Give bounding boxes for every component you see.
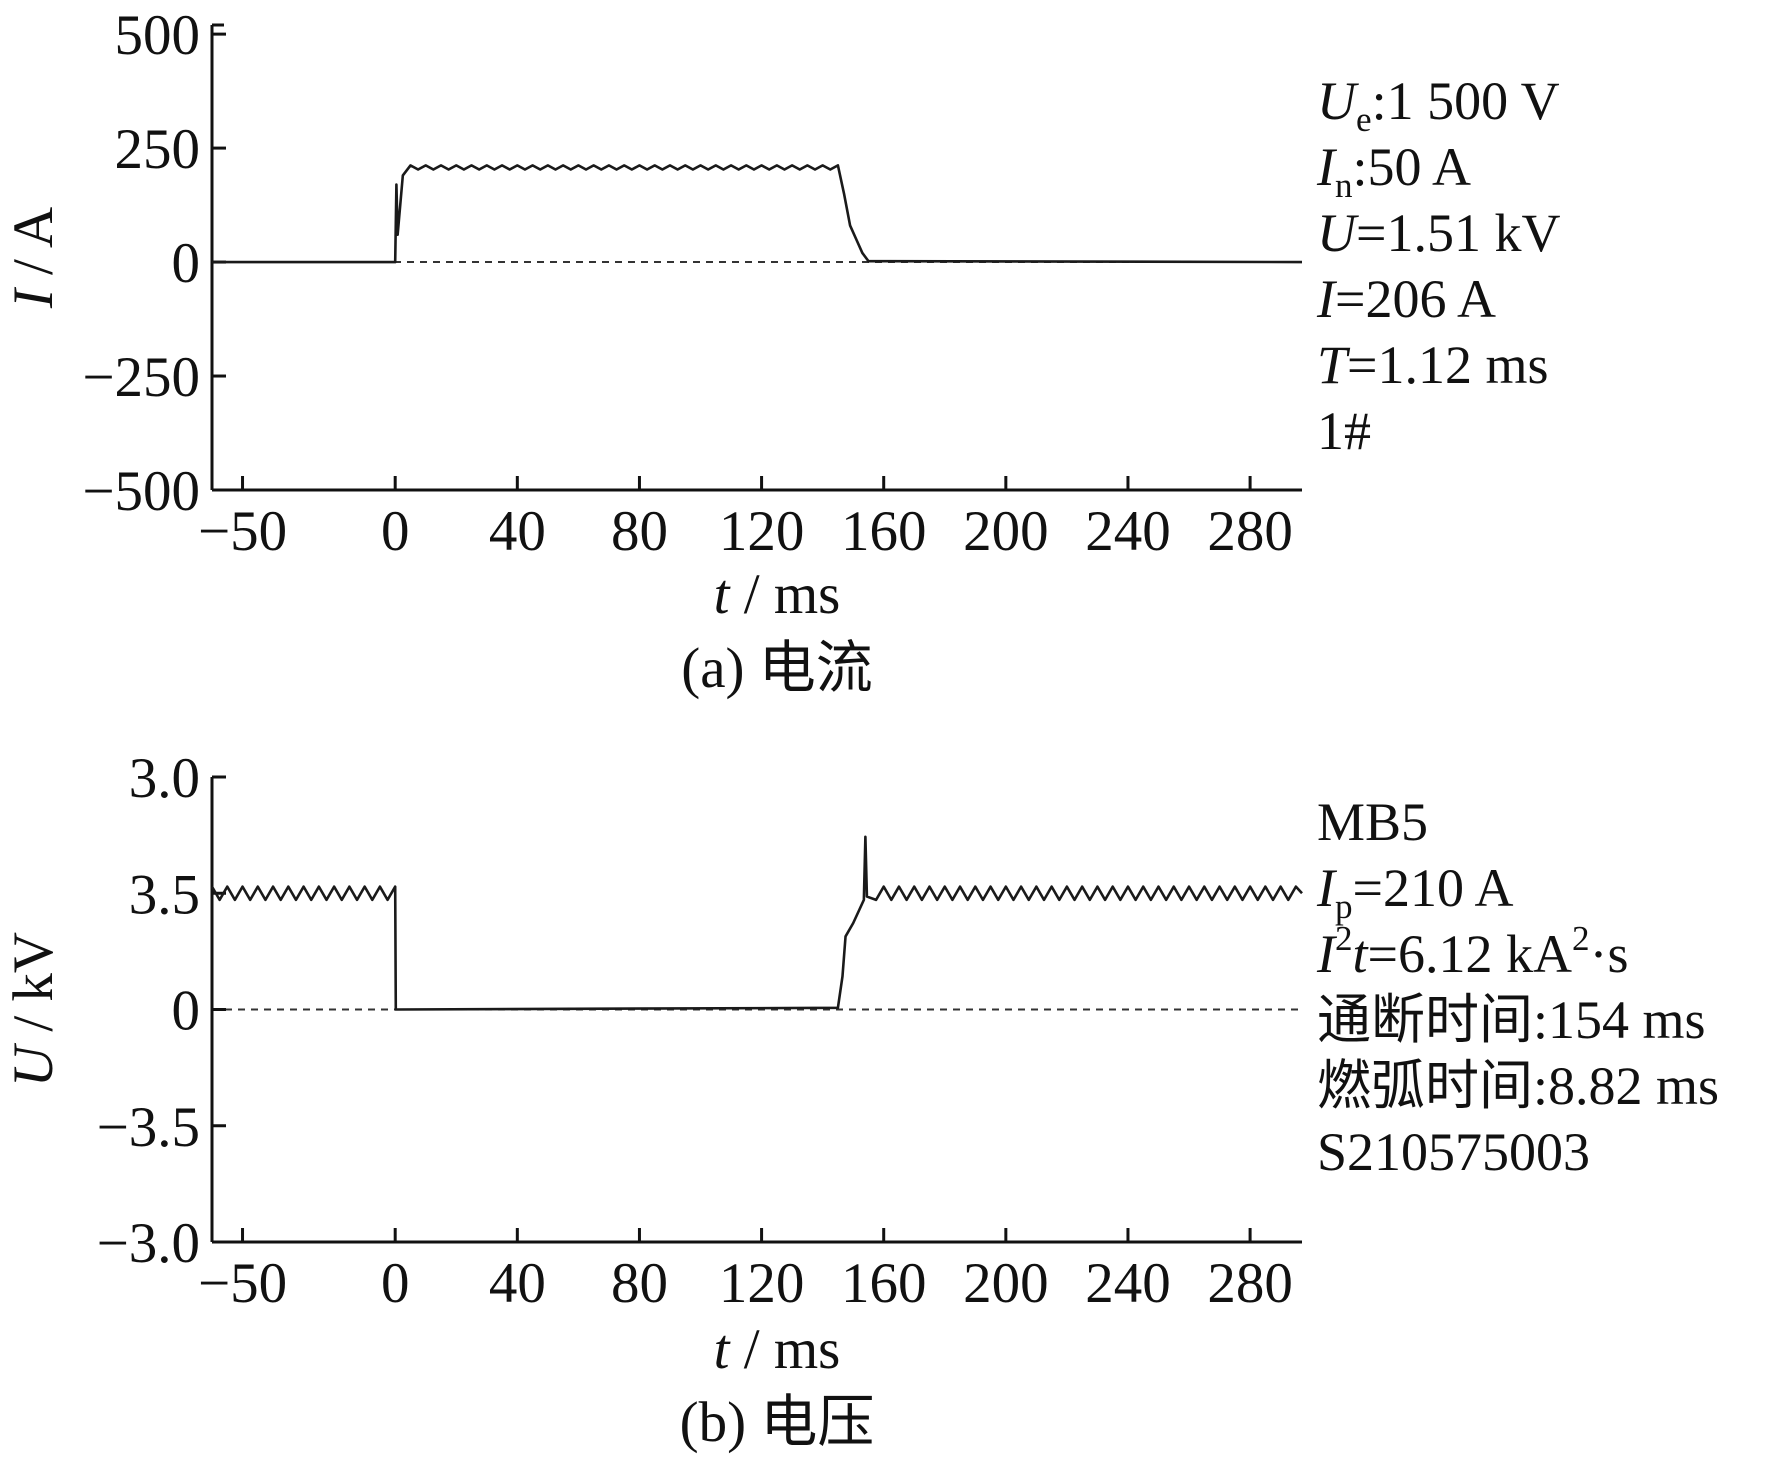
text-part: t (714, 563, 731, 626)
y-axis-label: I / A (2, 207, 65, 309)
text-part: n (1335, 166, 1353, 205)
annotation: 1# (1317, 401, 1371, 461)
text-part: =206 A (1335, 269, 1496, 329)
annotation: Ip=210 A (1316, 858, 1514, 926)
x-axis-label: t / ms (714, 1318, 841, 1381)
text-part: e (1356, 100, 1372, 139)
annotation: I=206 A (1316, 269, 1496, 329)
caption: (a) 电流 (681, 637, 873, 700)
x-tick-label: 280 (1207, 1252, 1293, 1315)
text-part: :50 A (1353, 137, 1472, 197)
text-part: U (1317, 203, 1359, 263)
x-tick-label: 160 (841, 1252, 927, 1315)
x-tick-label: 0 (381, 1252, 410, 1315)
x-tick-label: 40 (489, 1252, 546, 1315)
series-line (210, 835, 1303, 1011)
x-tick-label: 200 (963, 1252, 1049, 1315)
x-tick-label: 160 (841, 500, 927, 563)
annotation: MB5 (1317, 792, 1428, 852)
caption: (b) 电压 (680, 1391, 875, 1454)
text-part: 2 (1335, 919, 1353, 958)
x-tick-label: −50 (198, 500, 287, 563)
text-part: =1.12 ms (1347, 335, 1548, 395)
text-part: / ms (729, 1318, 840, 1381)
text-part: I (2, 286, 65, 309)
text-part: 2 (1572, 919, 1590, 958)
y-axis-label: U / kV (2, 932, 65, 1087)
y-tick-label: −3.5 (97, 1096, 200, 1159)
annotation: 通断时间:154 ms (1317, 990, 1706, 1050)
y-tick-label: −500 (82, 460, 200, 523)
text-part: t (714, 1318, 731, 1381)
annotation: I2t=6.12 kA2·s (1316, 919, 1629, 984)
annotation: T=1.12 ms (1317, 335, 1549, 395)
x-tick-label: 200 (963, 500, 1049, 563)
text-part: I (1316, 858, 1338, 918)
annotation: U=1.51 kV (1317, 203, 1560, 263)
text-part: / ms (729, 563, 840, 626)
x-tick-label: 240 (1085, 500, 1171, 563)
text-part: S210575003 (1317, 1122, 1590, 1182)
annotation: S210575003 (1317, 1122, 1590, 1182)
y-tick-label: 0 (172, 232, 201, 295)
text-part: :1 500 V (1372, 71, 1560, 131)
y-tick-label: 3.0 (129, 747, 200, 810)
text-part: =6.12 kA (1368, 924, 1572, 984)
y-tick-label: 250 (115, 118, 201, 181)
y-tick-label: −250 (82, 346, 200, 409)
y-tick-label: 0 (172, 980, 201, 1043)
annotation: 燃弧时间:8.82 ms (1317, 1056, 1719, 1116)
x-axis-label: t / ms (714, 563, 841, 626)
text-part: 1# (1317, 401, 1371, 461)
x-tick-label: 120 (719, 1252, 805, 1315)
text-part: I (1316, 924, 1338, 984)
x-tick-label: 0 (381, 500, 410, 563)
text-part: 通断时间:154 ms (1317, 990, 1706, 1050)
x-tick-label: 120 (719, 500, 805, 563)
x-tick-label: 240 (1085, 1252, 1171, 1315)
text-part: U (1317, 71, 1359, 131)
text-part: =210 A (1353, 858, 1514, 918)
x-tick-label: −50 (198, 1252, 287, 1315)
x-tick-label: 80 (611, 1252, 668, 1315)
y-tick-label: 500 (115, 4, 201, 67)
annotation: Ue:1 500 V (1317, 71, 1560, 139)
text-part: T (1317, 335, 1351, 395)
text-part: U (2, 1042, 65, 1087)
text-part: 燃弧时间:8.82 ms (1317, 1056, 1719, 1116)
y-tick-label: −3.0 (97, 1212, 200, 1275)
text-part: I (1316, 269, 1338, 329)
text-part: I (1316, 137, 1338, 197)
text-part: =1.51 kV (1356, 203, 1560, 263)
x-tick-label: 280 (1207, 500, 1293, 563)
text-part: p (1335, 887, 1353, 926)
text-part: ·s (1590, 924, 1629, 984)
text-part: t (1353, 924, 1370, 984)
text-part: / kV (2, 932, 65, 1046)
text-part: / A (2, 207, 65, 289)
x-tick-label: 40 (489, 500, 546, 563)
x-tick-label: 80 (611, 500, 668, 563)
text-part: MB5 (1317, 792, 1428, 852)
y-tick-label: 3.5 (129, 863, 200, 926)
series-line (212, 164, 1303, 264)
annotation: In:50 A (1316, 137, 1471, 205)
